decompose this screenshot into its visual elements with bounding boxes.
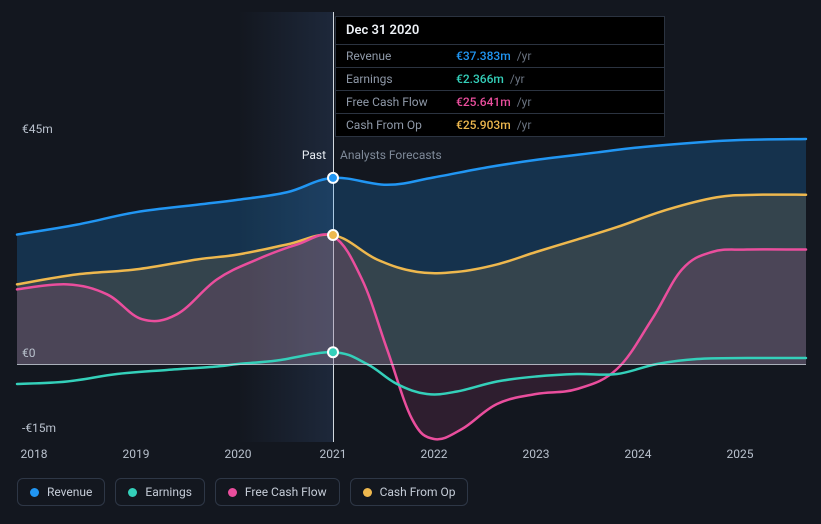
tooltip-title: Dec 31 2020 bbox=[336, 17, 664, 45]
legend-dot-icon bbox=[363, 488, 372, 497]
tooltip-row-revenue: Revenue€37.383m/yr bbox=[336, 45, 664, 68]
marker-earnings bbox=[328, 347, 338, 357]
legend-label: Earnings bbox=[145, 485, 192, 499]
legend-dot-icon bbox=[30, 488, 39, 497]
legend-cash_from_op[interactable]: Cash From Op bbox=[350, 478, 469, 506]
marker-revenue bbox=[328, 173, 338, 183]
legend-revenue[interactable]: Revenue bbox=[17, 478, 105, 506]
label-past: Past bbox=[302, 148, 326, 162]
tooltip-label: Cash From Op bbox=[346, 118, 456, 132]
x-tick-2023: 2023 bbox=[523, 447, 550, 461]
tooltip-row-earnings: Earnings€2.366m/yr bbox=[336, 68, 664, 91]
x-tick-2022: 2022 bbox=[421, 447, 448, 461]
tooltip-unit: /yr bbox=[517, 49, 532, 63]
tooltip-label: Earnings bbox=[346, 72, 456, 86]
y-zero-line bbox=[17, 364, 806, 365]
legend-dot-icon bbox=[128, 488, 137, 497]
tooltip-value: €25.641m bbox=[456, 95, 511, 109]
x-tick-2024: 2024 bbox=[625, 447, 652, 461]
x-axis: 2018 2019 2020 2021 2022 2023 2024 2025 bbox=[17, 447, 806, 465]
label-forecast: Analysts Forecasts bbox=[340, 148, 442, 162]
legend-label: Revenue bbox=[47, 485, 92, 499]
tooltip-rows: Revenue€37.383m/yrEarnings€2.366m/yrFree… bbox=[336, 45, 664, 136]
legend-free_cash_flow[interactable]: Free Cash Flow bbox=[215, 478, 340, 506]
legend-earnings[interactable]: Earnings bbox=[115, 478, 205, 506]
y-tick-0: €0 bbox=[22, 346, 36, 360]
x-tick-2019: 2019 bbox=[123, 447, 150, 461]
tooltip-value: €37.383m bbox=[456, 49, 511, 63]
legend-label: Cash From Op bbox=[380, 485, 456, 499]
tooltip-label: Revenue bbox=[346, 49, 456, 63]
y-tick-45: €45m bbox=[22, 122, 53, 136]
x-tick-2020: 2020 bbox=[225, 447, 252, 461]
legend-label: Free Cash Flow bbox=[245, 485, 327, 499]
legend-dot-icon bbox=[228, 488, 237, 497]
x-tick-2025: 2025 bbox=[727, 447, 754, 461]
marker-cash_from_op bbox=[328, 230, 338, 240]
tooltip-unit: /yr bbox=[510, 72, 525, 86]
tooltip-row-free-cash-flow: Free Cash Flow€25.641m/yr bbox=[336, 91, 664, 114]
x-tick-2018: 2018 bbox=[21, 447, 48, 461]
tooltip-label: Free Cash Flow bbox=[346, 95, 456, 109]
tooltip-value: €25.903m bbox=[456, 118, 511, 132]
y-tick-neg15: -€15m bbox=[22, 421, 56, 435]
chart-tooltip: Dec 31 2020 Revenue€37.383m/yrEarnings€2… bbox=[335, 16, 665, 137]
tooltip-unit: /yr bbox=[517, 95, 532, 109]
tooltip-unit: /yr bbox=[517, 118, 532, 132]
x-tick-2021: 2021 bbox=[320, 447, 347, 461]
tooltip-value: €2.366m bbox=[456, 72, 504, 86]
legend: Revenue Earnings Free Cash Flow Cash From O… bbox=[17, 478, 468, 506]
tooltip-row-cash-from-op: Cash From Op€25.903m/yr bbox=[336, 114, 664, 136]
